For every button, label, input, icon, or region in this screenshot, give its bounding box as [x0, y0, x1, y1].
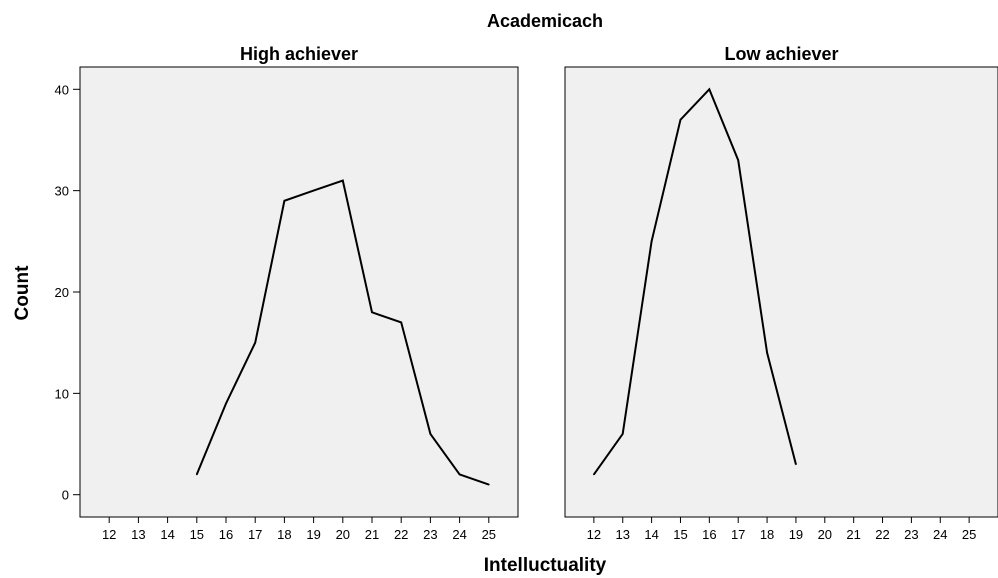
x-tick-label: 25 [962, 527, 976, 542]
panel-title: Low achiever [724, 44, 838, 64]
data-point [679, 118, 682, 121]
x-tick-label: 13 [131, 527, 145, 542]
data-point [737, 159, 739, 162]
data-point [650, 240, 653, 243]
data-point [708, 88, 711, 91]
y-tick-label: 30 [55, 184, 69, 199]
x-tick-label: 21 [365, 527, 379, 542]
x-tick-label: 20 [818, 527, 832, 542]
data-point [371, 311, 373, 314]
panel-low-achiever: Low achiever 12 13 14 15 16 17 18 19 20 21 22 23 24 25 [564, 44, 998, 542]
x-tick-label: 24 [452, 527, 466, 542]
x-tick-label: 19 [306, 527, 320, 542]
data-point [488, 483, 490, 486]
y-tick-label: 10 [55, 386, 69, 401]
data-point [283, 199, 286, 202]
panel-high-achiever: High achiever 12 13 14 15 16 17 18 19 20 21 22 23 24 2… [55, 44, 519, 542]
panel-background [79, 66, 519, 518]
x-tick-label: 17 [248, 527, 262, 542]
data-point [458, 473, 461, 476]
x-tick-label: 21 [846, 527, 860, 542]
x-tick-label: 17 [731, 527, 745, 542]
x-tick-label: 16 [702, 527, 716, 542]
x-tick-label: 25 [482, 527, 496, 542]
x-tick-label: 23 [423, 527, 437, 542]
x-tick-label: 15 [673, 527, 687, 542]
x-tick-label: 18 [277, 527, 291, 542]
x-tick-label: 15 [190, 527, 204, 542]
data-point [429, 433, 432, 435]
data-point [593, 473, 595, 476]
x-tick-label: 16 [219, 527, 233, 542]
data-point [225, 402, 227, 405]
x-axis-title: Intelluctuality [484, 555, 607, 576]
x-tick-label: 13 [615, 527, 629, 542]
data-point [795, 463, 797, 466]
x-tick-label: 12 [587, 527, 601, 542]
x-tick-label: 18 [760, 527, 774, 542]
x-tick-label: 20 [336, 527, 350, 542]
y-tick-label: 40 [55, 82, 69, 97]
x-tick-label: 24 [933, 527, 947, 542]
panel-background [564, 66, 998, 518]
data-point [254, 341, 256, 344]
chart-title: Academicach [487, 11, 603, 31]
x-tick-label: 14 [160, 527, 174, 542]
x-tick-label: 22 [394, 527, 408, 542]
data-point [312, 189, 315, 192]
x-tick-label: 22 [875, 527, 889, 542]
panel-title: High achiever [240, 44, 358, 64]
data-point [196, 473, 198, 476]
panels: High achiever 12 13 14 15 16 17 18 19 20 21 22 23 24 2… [55, 44, 998, 542]
y-axis-title: Count [12, 265, 33, 321]
data-point [766, 352, 768, 354]
x-tick-label: 19 [789, 527, 803, 542]
x-tick-label: 12 [102, 527, 116, 542]
y-tick-label: 20 [55, 285, 69, 300]
data-point [621, 433, 624, 435]
x-tick-label: 14 [644, 527, 658, 542]
series-line [593, 87, 797, 475]
data-point [400, 321, 403, 324]
data-point [342, 179, 344, 182]
y-tick-label: 0 [62, 488, 69, 503]
x-tick-label: 23 [904, 527, 918, 542]
